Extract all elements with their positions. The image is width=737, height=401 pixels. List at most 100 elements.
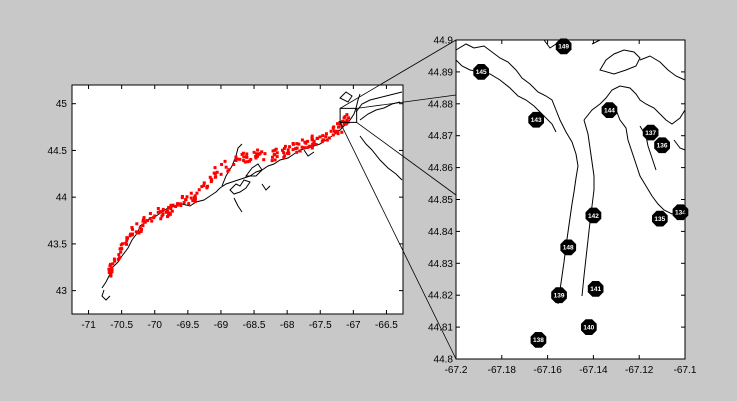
station-point: [258, 152, 262, 156]
station-point: [118, 247, 122, 251]
station-label: 137: [645, 130, 656, 137]
station-point: [343, 120, 347, 124]
station-marker: 149: [555, 38, 572, 55]
station-point: [109, 268, 113, 272]
station-point: [310, 144, 314, 148]
station-marker: 148: [560, 239, 577, 256]
station-point: [295, 142, 299, 146]
station-point: [110, 266, 114, 270]
station-point: [167, 211, 171, 215]
station-point: [242, 159, 246, 163]
station-point: [113, 259, 117, 263]
station-label: 141: [590, 286, 601, 293]
station-point: [116, 257, 120, 261]
station-point: [202, 184, 206, 188]
station-point: [170, 209, 174, 213]
inset-y-tick-label: 44.84: [428, 227, 453, 238]
station-point: [336, 132, 340, 136]
station-point: [197, 188, 201, 192]
station-octagon: [528, 111, 544, 128]
station-point: [248, 159, 252, 163]
station-point: [192, 196, 196, 200]
left-x-tick-label: -66.5: [375, 320, 398, 331]
station-point: [130, 227, 134, 231]
station-octagon: [601, 102, 618, 118]
station-point: [209, 180, 213, 184]
station-point: [246, 160, 250, 164]
left-x-tick-label: -69: [214, 320, 229, 331]
station-point: [274, 147, 278, 151]
inset-axes-background: [456, 40, 685, 359]
station-point: [331, 133, 335, 137]
station-point: [209, 177, 213, 181]
station-point: [288, 145, 292, 149]
station-point: [145, 219, 149, 223]
left-x-ticks: -71 -70.5 -70 -69.5 -69 -68.5 -68 -67.5 -67 -66.5: [81, 85, 398, 331]
station-point: [185, 195, 189, 199]
station-point: [148, 211, 152, 215]
station-point: [263, 152, 267, 156]
station-point: [254, 154, 258, 158]
station-point: [159, 217, 163, 221]
station-point: [338, 122, 342, 126]
station-point: [224, 165, 228, 169]
station-point: [345, 113, 349, 117]
station-point: [169, 203, 173, 207]
station-point: [295, 150, 299, 154]
station-point: [213, 166, 217, 170]
station-marker: 143: [528, 111, 544, 128]
inset-coastline: [455, 39, 686, 305]
left-y-tick-label: 44: [56, 193, 68, 204]
station-point: [249, 157, 253, 161]
station-point: [187, 202, 191, 206]
station-marker: 142: [585, 207, 602, 224]
station-marker: 141: [587, 281, 604, 297]
station-point: [223, 159, 227, 163]
station-point: [337, 125, 341, 129]
station-point: [140, 228, 144, 232]
station-point: [306, 145, 310, 149]
station-point: [325, 138, 329, 142]
left-x-tick-label: -68.5: [243, 320, 266, 331]
station-marker: 145: [473, 64, 489, 80]
station-point: [275, 151, 279, 155]
left-x-tick-label: -68: [280, 320, 295, 331]
station-point: [125, 239, 129, 243]
station-point: [130, 232, 134, 236]
station-point: [270, 155, 274, 159]
station-point: [292, 142, 296, 146]
station-point: [138, 226, 142, 230]
inset-x-tick-label: -67.12: [625, 365, 654, 376]
station-point: [273, 152, 277, 156]
inset-x-tick-label: -67.14: [579, 365, 608, 376]
connector-line: [339, 39, 457, 109]
inset-y-ticks: 44.8 44.81 44.82 44.83 44.84 44.85 44.86 44.87 4…: [428, 36, 685, 366]
station-point: [161, 209, 165, 213]
station-point: [180, 194, 184, 198]
inset-y-tick-label: 44.81: [428, 323, 453, 334]
station-point: [324, 132, 328, 136]
left-y-tick-label: 43.5: [48, 239, 68, 250]
station-point: [245, 152, 249, 156]
left-x-tick-label: -67.5: [309, 320, 332, 331]
station-point: [302, 146, 306, 150]
station-point: [142, 216, 146, 220]
station-octagon: [551, 287, 567, 304]
station-point: [158, 210, 162, 214]
station-point: [318, 135, 322, 139]
station-point: [332, 129, 336, 133]
station-point: [243, 160, 247, 164]
station-point: [321, 134, 325, 138]
station-point: [310, 134, 314, 138]
station-point: [156, 206, 160, 210]
station-point: [165, 209, 169, 213]
station-point: [310, 146, 314, 150]
station-point: [271, 149, 275, 153]
station-point: [182, 201, 186, 205]
station-octagon: [473, 64, 489, 80]
station-marker: 137: [642, 124, 659, 141]
inset-y-tick-label: 44.88: [428, 99, 453, 110]
station-point: [117, 256, 121, 260]
station-point: [112, 257, 116, 261]
station-point: [215, 170, 219, 174]
